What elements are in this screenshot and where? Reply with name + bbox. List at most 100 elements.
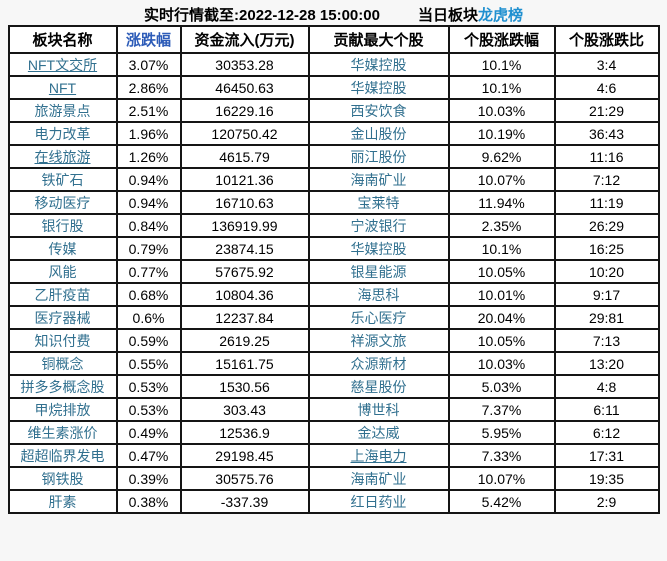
stock-link[interactable]: 华媒控股 [307, 236, 450, 261]
stock-change-cell: 10.07% [447, 167, 556, 192]
sector-link[interactable]: 知识付费 [7, 328, 118, 353]
realtime-quote-timestamp: 实时行情截至:2022-12-28 15:00:00 [144, 7, 380, 24]
table-row: 超超临界发电 0.47% 29198.45 上海电力 7.33% 17:31 [7, 443, 660, 468]
updown-ratio-cell: 6:12 [553, 420, 660, 445]
inflow-cell: 136919.99 [179, 213, 310, 238]
sector-link[interactable]: 乙肝疫苗 [7, 282, 118, 307]
stock-link[interactable]: 海南矿业 [307, 167, 450, 192]
sector-link[interactable]: 旅游景点 [7, 98, 118, 123]
header-change-pct[interactable]: 涨跌幅 [115, 25, 182, 54]
sector-change-cell: 0.49% [115, 420, 182, 445]
stock-link[interactable]: 上海电力 [307, 443, 450, 468]
sector-change-cell: 0.94% [115, 190, 182, 215]
updown-ratio-cell: 13:20 [553, 351, 660, 376]
sector-change-cell: 1.96% [115, 121, 182, 146]
stock-change-cell: 10.05% [447, 259, 556, 284]
stock-link[interactable]: 红日药业 [307, 489, 450, 514]
inflow-cell: 2619.25 [179, 328, 310, 353]
stock-change-cell: 10.1% [447, 236, 556, 261]
inflow-cell: 30353.28 [179, 52, 310, 77]
stock-link[interactable]: 海思科 [307, 282, 450, 307]
table-row: 在线旅游 1.26% 4615.79 丽江股份 9.62% 11:16 [7, 144, 660, 169]
inflow-cell: 10804.36 [179, 282, 310, 307]
stock-change-cell: 5.42% [447, 489, 556, 514]
stock-link[interactable]: 海南矿业 [307, 466, 450, 491]
stock-link[interactable]: 西安饮食 [307, 98, 450, 123]
stock-change-cell: 10.19% [447, 121, 556, 146]
stock-link[interactable]: 祥源文旅 [307, 328, 450, 353]
stock-change-cell: 10.01% [447, 282, 556, 307]
sector-change-cell: 0.59% [115, 328, 182, 353]
updown-ratio-cell: 10:20 [553, 259, 660, 284]
stock-change-cell: 5.95% [447, 420, 556, 445]
inflow-cell: 12237.84 [179, 305, 310, 330]
sector-link[interactable]: 风能 [7, 259, 118, 284]
stock-link[interactable]: 银星能源 [307, 259, 450, 284]
sector-link[interactable]: 医疗器械 [7, 305, 118, 330]
sector-link[interactable]: NFT [7, 75, 118, 100]
sector-link[interactable]: 银行股 [7, 213, 118, 238]
stock-link[interactable]: 宁波银行 [307, 213, 450, 238]
stock-link[interactable]: 博世科 [307, 397, 450, 422]
inflow-cell: 16229.16 [179, 98, 310, 123]
sector-link[interactable]: 超超临界发电 [7, 443, 118, 468]
stock-change-cell: 10.03% [447, 351, 556, 376]
updown-ratio-cell: 11:16 [553, 144, 660, 169]
sector-link[interactable]: 铜概念 [7, 351, 118, 376]
table-row: 银行股 0.84% 136919.99 宁波银行 2.35% 26:29 [7, 213, 660, 238]
sector-link[interactable]: 甲烷排放 [7, 397, 118, 422]
stock-change-cell: 5.03% [447, 374, 556, 399]
daily-sector-title: 当日板块龙虎榜 [418, 4, 523, 25]
title-bar: 实时行情截至:2022-12-28 15:00:00 当日板块龙虎榜 [0, 0, 667, 25]
sector-link[interactable]: 肝素 [7, 489, 118, 514]
sector-change-cell: 0.38% [115, 489, 182, 514]
inflow-cell: 4615.79 [179, 144, 310, 169]
stock-link[interactable]: 华媒控股 [307, 75, 450, 100]
stock-change-cell: 7.37% [447, 397, 556, 422]
stock-link[interactable]: 慈星股份 [307, 374, 450, 399]
sector-link[interactable]: 电力改革 [7, 121, 118, 146]
table-row: NFT文交所 3.07% 30353.28 华媒控股 10.1% 3:4 [7, 52, 660, 77]
stock-link[interactable]: 乐心医疗 [307, 305, 450, 330]
stock-change-cell: 11.94% [447, 190, 556, 215]
updown-ratio-cell: 19:35 [553, 466, 660, 491]
table-row: 移动医疗 0.94% 16710.63 宝莱特 11.94% 11:19 [7, 190, 660, 215]
stock-change-cell: 10.1% [447, 52, 556, 77]
stock-link[interactable]: 华媒控股 [307, 52, 450, 77]
stock-link[interactable]: 宝莱特 [307, 190, 450, 215]
stock-link[interactable]: 众源新材 [307, 351, 450, 376]
stock-change-cell: 10.1% [447, 75, 556, 100]
updown-ratio-cell: 17:31 [553, 443, 660, 468]
updown-ratio-cell: 4:8 [553, 374, 660, 399]
table-row: 铜概念 0.55% 15161.75 众源新材 10.03% 13:20 [7, 351, 660, 376]
stock-link[interactable]: 金达威 [307, 420, 450, 445]
table-row: 旅游景点 2.51% 16229.16 西安饮食 10.03% 21:29 [7, 98, 660, 123]
sector-link[interactable]: 铁矿石 [7, 167, 118, 192]
updown-ratio-cell: 2:9 [553, 489, 660, 514]
inflow-cell: 12536.9 [179, 420, 310, 445]
table-row: 风能 0.77% 57675.92 银星能源 10.05% 10:20 [7, 259, 660, 284]
stock-link[interactable]: 金山股份 [307, 121, 450, 146]
sector-change-cell: 0.84% [115, 213, 182, 238]
sector-change-cell: 0.53% [115, 374, 182, 399]
sector-link[interactable]: 维生素涨价 [7, 420, 118, 445]
stock-change-cell: 10.03% [447, 98, 556, 123]
sector-link[interactable]: 拼多多概念股 [7, 374, 118, 399]
sector-link[interactable]: 移动医疗 [7, 190, 118, 215]
sector-change-cell: 0.55% [115, 351, 182, 376]
inflow-cell: 16710.63 [179, 190, 310, 215]
table-row: 知识付费 0.59% 2619.25 祥源文旅 10.05% 7:13 [7, 328, 660, 353]
sector-link[interactable]: 在线旅游 [7, 144, 118, 169]
sector-change-cell: 0.77% [115, 259, 182, 284]
sector-link[interactable]: 传媒 [7, 236, 118, 261]
stock-link[interactable]: 丽江股份 [307, 144, 450, 169]
sector-link[interactable]: NFT文交所 [7, 52, 118, 77]
inflow-cell: -337.39 [179, 489, 310, 514]
sector-link[interactable]: 钢铁股 [7, 466, 118, 491]
inflow-cell: 23874.15 [179, 236, 310, 261]
dragon-tiger-board-link[interactable]: 龙虎榜 [477, 7, 523, 24]
table-row: 医疗器械 0.6% 12237.84 乐心医疗 20.04% 29:81 [7, 305, 660, 330]
stock-change-cell: 10.05% [447, 328, 556, 353]
header-stock-change-pct: 个股涨跌幅 [447, 25, 556, 54]
inflow-cell: 30575.76 [179, 466, 310, 491]
